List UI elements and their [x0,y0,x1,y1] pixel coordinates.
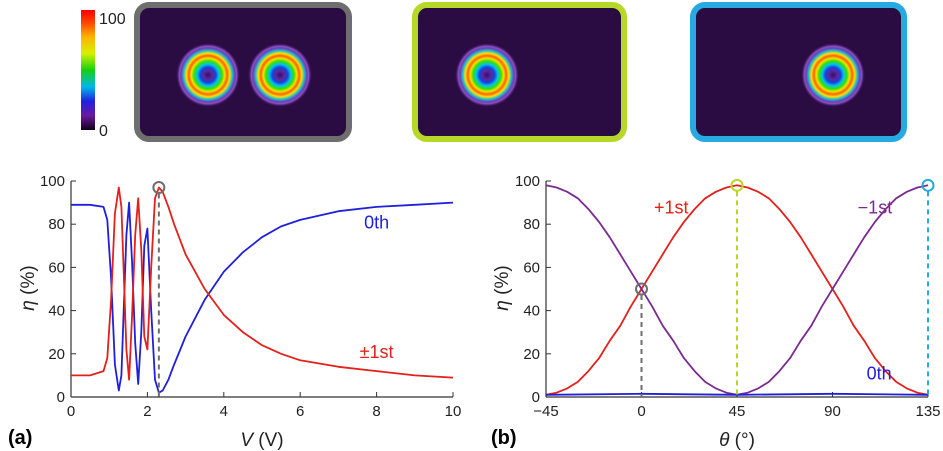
x-tick-label: 45 [729,403,746,420]
y-tick-label: 80 [48,216,65,233]
chart-b-xlabel: θ (°) [719,430,755,451]
chart-b-ylabel-unit: (%) [492,265,513,300]
chart-b-xlabel-unit: (°) [729,430,755,451]
marker-circle [152,180,166,194]
chart-b-ylabel: η (%) [492,265,513,310]
inset-c [690,2,907,142]
inset-a [134,2,352,142]
chart-a-xlabel: V (V) [240,430,283,451]
x-tick-label: 90 [824,403,841,420]
x-tick-label: 135 [915,403,940,420]
chart-b-ylabel-var: η [492,300,513,311]
x-tick-label: 10 [445,403,462,420]
chart-a-ylabel: η (%) [18,265,39,310]
colorbar-max-label: 100 [99,11,126,28]
x-tick-label: 8 [372,403,380,420]
panel-b-label: (b) [491,427,517,449]
series-label: −1st [858,197,893,217]
x-tick-label: 2 [143,403,151,420]
inset-c-spot [801,43,865,107]
x-tick-label: 0 [637,403,645,420]
chart-a-ylabel-var: η [18,300,39,311]
x-tick-label: 0 [67,403,75,420]
colorbar-gradient [81,10,95,130]
series-label: ±1st [360,342,394,362]
y-tick-label: 0 [532,389,540,406]
y-tick-label: 100 [40,173,65,190]
y-tick-label: 80 [523,216,540,233]
y-tick-label: 0 [57,389,65,406]
marker-circle [635,282,648,296]
chart-a-annotations: 0th ±1st [360,213,394,363]
series-line-1 [71,186,454,381]
chart-a-series [71,186,454,394]
colorbar-min-label: 0 [99,123,108,140]
y-tick-label: 20 [523,346,540,363]
chart-b-xlabel-var: θ [719,430,730,451]
inset-a-spot-right [248,43,312,107]
y-tick-label: 100 [515,173,540,190]
x-tick-label: −45 [533,403,558,420]
series-label: 0th [867,364,892,384]
inset-b-spot [455,43,519,107]
panel-a-label: (a) [8,427,32,449]
inset-a-spot-left [176,43,240,107]
series-label: 0th [364,213,389,233]
inset-b [412,2,627,142]
chart-a-xlabel-unit: (V) [253,430,284,451]
chart-b-annotations: +1st −1st 0th [654,197,892,383]
inset-b-frame [412,2,627,142]
y-tick-label: 60 [48,259,65,276]
series-line-0 [71,201,454,394]
y-tick-label: 40 [48,303,65,320]
series-line-0 [545,184,929,396]
chart-b-series [545,184,929,396]
inset-c-frame [690,2,907,142]
series-line-2 [545,392,929,396]
chart-a-xlabel-var: V [240,430,255,451]
y-tick-label: 20 [48,346,65,363]
y-tick-label: 40 [523,303,540,320]
colorbar: 100 0 [81,10,126,140]
series-label: +1st [654,197,689,217]
marker-circle [921,178,935,192]
inset-a-frame [134,2,352,142]
x-tick-label: 4 [220,403,228,420]
marker-circle [730,178,744,192]
y-tick-label: 60 [523,259,540,276]
chart-b-markers [635,178,935,397]
chart-a-ylabel-unit: (%) [18,265,39,300]
chart-a-markers [152,180,166,397]
x-tick-label: 6 [296,403,304,420]
